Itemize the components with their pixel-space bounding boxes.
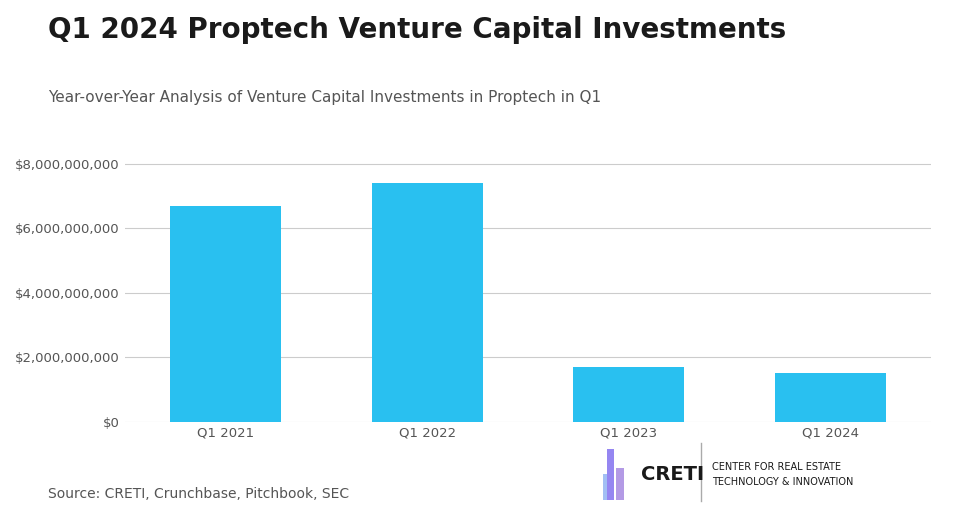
Polygon shape bbox=[603, 474, 607, 500]
Text: CENTER FOR REAL ESTATE
TECHNOLOGY & INNOVATION: CENTER FOR REAL ESTATE TECHNOLOGY & INNO… bbox=[712, 462, 853, 487]
Polygon shape bbox=[616, 468, 624, 500]
Polygon shape bbox=[607, 449, 614, 500]
Bar bbox=[573, 367, 684, 422]
Bar bbox=[170, 206, 281, 422]
Text: Source: CRETI, Crunchbase, Pitchbook, SEC: Source: CRETI, Crunchbase, Pitchbook, SE… bbox=[48, 486, 349, 501]
Text: Year-over-Year Analysis of Venture Capital Investments in Proptech in Q1: Year-over-Year Analysis of Venture Capit… bbox=[48, 90, 601, 104]
Bar bbox=[775, 373, 886, 422]
Text: Q1 2024 Proptech Venture Capital Investments: Q1 2024 Proptech Venture Capital Investm… bbox=[48, 16, 786, 44]
Bar bbox=[372, 183, 483, 422]
Text: CRETI: CRETI bbox=[641, 465, 705, 484]
